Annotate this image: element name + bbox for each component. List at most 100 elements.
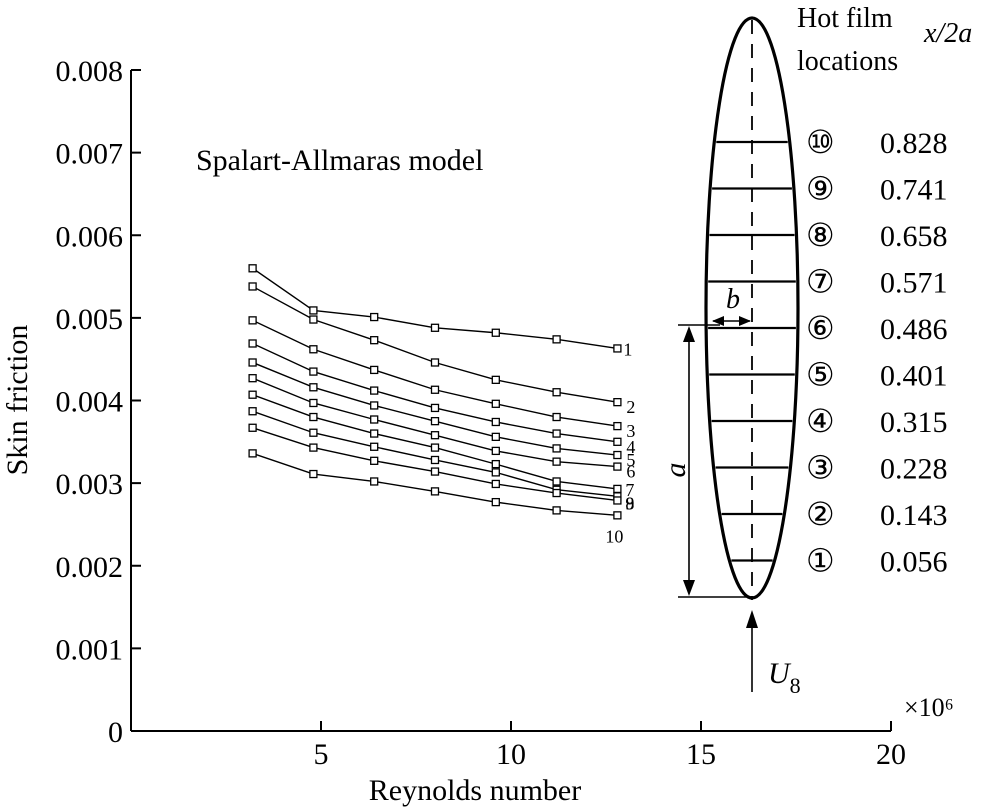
data-point-s10-4	[491, 497, 500, 507]
data-point-s5-1	[309, 383, 318, 392]
series-label-3: 3	[626, 421, 635, 441]
location-marker: ⑤	[806, 357, 835, 393]
hot-film-lines	[708, 140, 796, 562]
data-point-s6-3	[430, 431, 440, 440]
location-value: 0.401	[880, 360, 948, 393]
data-point-s10-3	[430, 487, 440, 496]
data-point-s5-0	[248, 358, 257, 367]
location-value: 0.228	[880, 453, 948, 486]
series-label-9: 9	[625, 493, 634, 513]
ellipsoid-diagram: a b U8 Hot film locations x/2a ⑩ 0.828 ⑨ 0.…	[659, 3, 972, 698]
data-point-s4-0	[248, 339, 257, 348]
series-label-5: 5	[626, 450, 635, 470]
data-point-s4-5	[552, 429, 561, 438]
y-tick-label: 0.001	[56, 633, 124, 666]
data-point-s5-3	[430, 417, 440, 426]
data-point-s8-3	[430, 455, 440, 465]
data-point-s4-2	[370, 386, 379, 395]
location-value: 0.056	[880, 546, 948, 579]
data-point-s8-2	[370, 442, 379, 451]
data-point-s4-6	[613, 437, 622, 446]
data-point-s6-1	[309, 398, 318, 408]
x-multiplier-label: ×10⁶	[904, 693, 954, 722]
y-tick-label: 0	[108, 716, 123, 749]
data-point-s6-2	[370, 415, 379, 424]
location-marker: ⑥	[806, 310, 835, 346]
data-point-s2-4	[491, 375, 500, 384]
data-point-s9-5	[552, 488, 561, 498]
data-point-s9-0	[248, 423, 257, 432]
data-point-s9-1	[309, 443, 318, 452]
series-label-10: 10	[605, 526, 623, 546]
y-tick-label: 0.005	[56, 303, 124, 336]
location-value: 0.741	[880, 174, 948, 207]
data-point-s9-4	[491, 479, 500, 489]
data-point-s3-3	[430, 385, 440, 394]
location-value: 0.486	[880, 313, 948, 346]
data-point-s4-3	[430, 403, 440, 413]
data-point-s6-6	[613, 462, 622, 471]
dim-a-arrow-up	[683, 326, 695, 342]
chart-title: Spalart-Allmaras model	[196, 144, 483, 177]
data-point-s10-1	[309, 469, 318, 479]
data-point-s1-0	[248, 264, 257, 273]
data-point-s2-5	[552, 388, 561, 397]
location-marker: ②	[806, 496, 835, 532]
data-point-s8-1	[309, 428, 318, 437]
series-label-7: 7	[625, 480, 634, 500]
data-point-s10-2	[370, 477, 379, 486]
series-layer	[248, 264, 622, 520]
data-point-s1-4	[491, 328, 500, 337]
y-tick-label: 0.003	[56, 468, 124, 501]
location-marker: ④	[806, 403, 835, 439]
location-marker: ⑩	[806, 124, 835, 160]
series-label-8: 8	[625, 493, 634, 513]
x-tick-label: 15	[686, 738, 716, 771]
y-tick-label: 0.002	[56, 551, 124, 584]
dim-b-arrow-right	[739, 316, 751, 326]
data-point-s2-3	[430, 358, 440, 367]
data-point-s5-5	[552, 444, 561, 453]
flow-arrow-head	[746, 610, 758, 628]
x-axis-title: Reynolds number	[369, 774, 581, 807]
data-point-s1-2	[370, 312, 379, 322]
data-point-s6-0	[248, 374, 257, 383]
data-point-s3-4	[491, 399, 500, 408]
data-point-s7-4	[491, 459, 500, 469]
data-point-s8-4	[491, 468, 500, 477]
data-point-s3-5	[552, 412, 561, 422]
data-point-s8-0	[248, 407, 257, 416]
data-point-s7-3	[430, 443, 440, 452]
data-point-s1-5	[552, 335, 561, 344]
data-point-s1-6	[613, 344, 622, 353]
data-point-s10-5	[552, 506, 561, 515]
locations-header-line2: locations	[797, 46, 898, 77]
dim-a-label: a	[659, 463, 692, 478]
data-point-s5-6	[613, 450, 622, 460]
location-value: 0.571	[880, 267, 948, 300]
data-point-s3-2	[370, 365, 379, 375]
data-point-s7-6	[613, 484, 622, 494]
data-point-s9-3	[430, 467, 440, 476]
series-label-4: 4	[626, 437, 635, 457]
data-point-s7-2	[370, 429, 379, 438]
series-label-1: 1	[623, 339, 632, 359]
data-point-s2-1	[309, 315, 318, 324]
locations-header-line1: Hot film	[797, 3, 893, 34]
data-point-s3-6	[613, 421, 622, 431]
data-point-s7-1	[309, 412, 318, 422]
series-label-6: 6	[626, 462, 635, 482]
location-marker: ①	[806, 543, 835, 579]
y-tick-label: 0.008	[56, 55, 124, 88]
x-ticks: 5 10 15 20	[314, 721, 906, 771]
series-label-2: 2	[626, 397, 635, 417]
dim-b-arrow-left	[712, 316, 724, 326]
location-value: 0.828	[880, 127, 948, 160]
location-value: 0.315	[880, 406, 948, 439]
flow-label: U8	[768, 657, 801, 698]
data-point-s9-6	[613, 496, 622, 505]
y-axis-title: Skin friction	[1, 325, 34, 476]
data-point-s1-3	[430, 323, 440, 332]
data-point-s6-4	[491, 446, 500, 456]
